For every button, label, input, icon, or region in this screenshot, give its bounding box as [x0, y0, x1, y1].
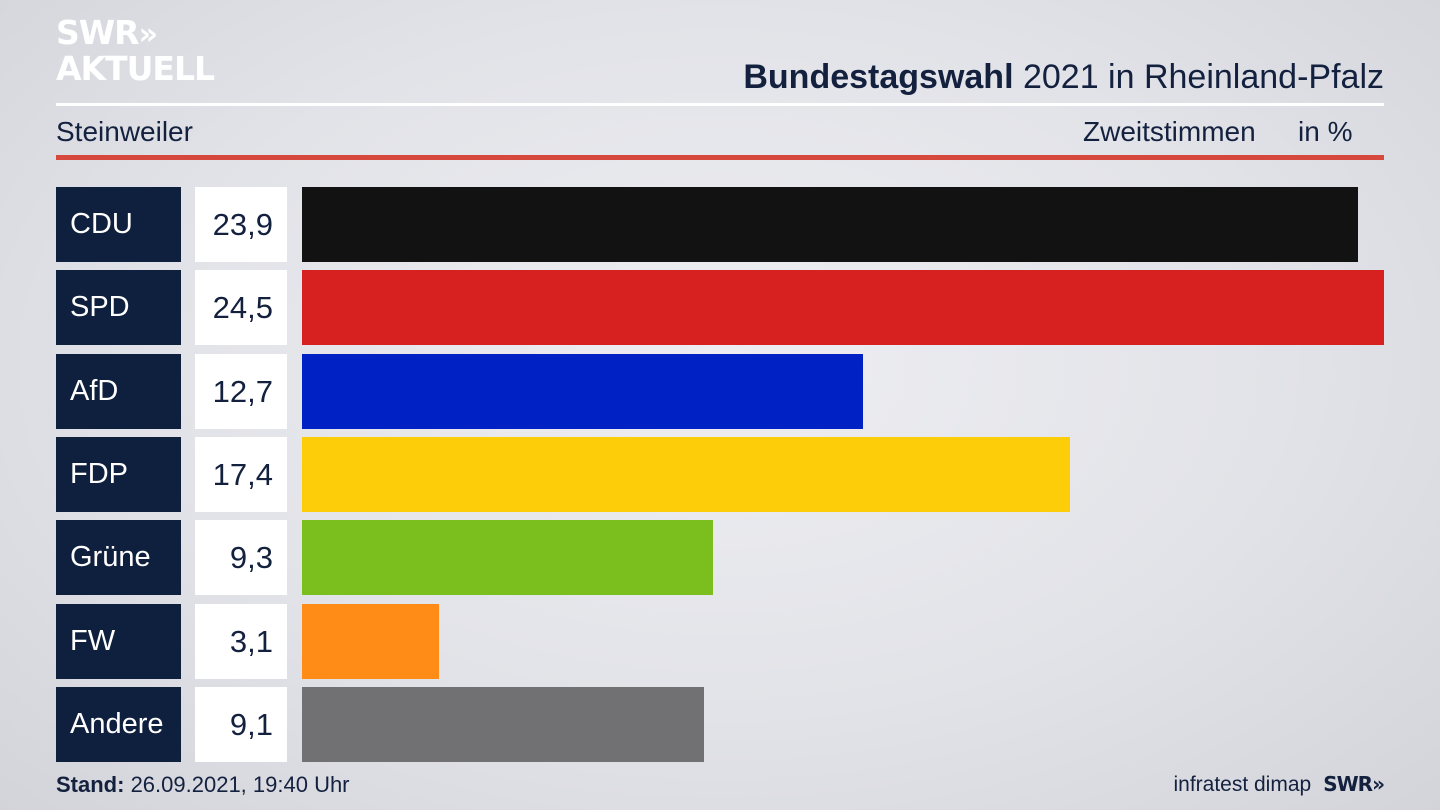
- party-label: FDP: [56, 437, 181, 512]
- bar: [302, 354, 863, 429]
- party-label: SPD: [56, 270, 181, 345]
- bar-row: SPD 24,5: [56, 270, 1384, 345]
- source-credit: infratest dimap SWR»: [1173, 772, 1385, 797]
- accent-divider: [56, 155, 1384, 160]
- swr-brand: SWR»: [1323, 772, 1385, 796]
- measure-label: Zweitstimmen: [1083, 116, 1256, 147]
- stand-label: Stand:: [56, 772, 125, 797]
- value-label: 17,4: [195, 437, 287, 512]
- value-label: 9,1: [195, 687, 287, 762]
- value-label: 24,5: [195, 270, 287, 345]
- logo-line1: SWR: [56, 13, 140, 52]
- source-label: infratest dimap: [1173, 773, 1312, 796]
- chart-title-bold: Bundestagswahl: [743, 58, 1014, 96]
- chevron-right-icon: »: [138, 17, 159, 52]
- swr-brand-text: SWR: [1323, 772, 1373, 796]
- value-label: 9,3: [195, 520, 287, 595]
- value-label: 12,7: [195, 354, 287, 429]
- logo-line2: AKTUELL: [56, 49, 215, 88]
- chart-title: Bundestagswahl 2021 in Rheinland-Pfalz: [743, 58, 1384, 97]
- bar: [302, 437, 1070, 512]
- party-label: Grüne: [56, 520, 181, 595]
- party-label: CDU: [56, 187, 181, 262]
- swr-aktuell-logo: SWR» AKTUELL: [56, 13, 215, 88]
- bar-row: Andere 9,1: [56, 687, 1384, 762]
- value-label: 3,1: [195, 604, 287, 679]
- bar-row: CDU 23,9: [56, 187, 1384, 262]
- unit-label: in %: [1298, 116, 1353, 147]
- bar: [302, 604, 439, 679]
- chart-title-rest: 2021 in Rheinland-Pfalz: [1013, 58, 1384, 96]
- stand-value: 26.09.2021, 19:40 Uhr: [124, 772, 350, 797]
- party-label: FW: [56, 604, 181, 679]
- bar-row: Grüne 9,3: [56, 520, 1384, 595]
- location-label: Steinweiler: [56, 116, 193, 147]
- bar-row: AfD 12,7: [56, 354, 1384, 429]
- chevron-right-icon: »: [1372, 772, 1385, 796]
- party-label: AfD: [56, 354, 181, 429]
- party-label: Andere: [56, 687, 181, 762]
- bar: [302, 270, 1384, 345]
- timestamp: Stand: 26.09.2021, 19:40 Uhr: [56, 772, 350, 798]
- bar: [302, 187, 1358, 262]
- header-divider: [56, 103, 1384, 106]
- bar: [302, 687, 704, 762]
- bar: [302, 520, 713, 595]
- value-label: 23,9: [195, 187, 287, 262]
- bar-row: FW 3,1: [56, 604, 1384, 679]
- bar-row: FDP 17,4: [56, 437, 1384, 512]
